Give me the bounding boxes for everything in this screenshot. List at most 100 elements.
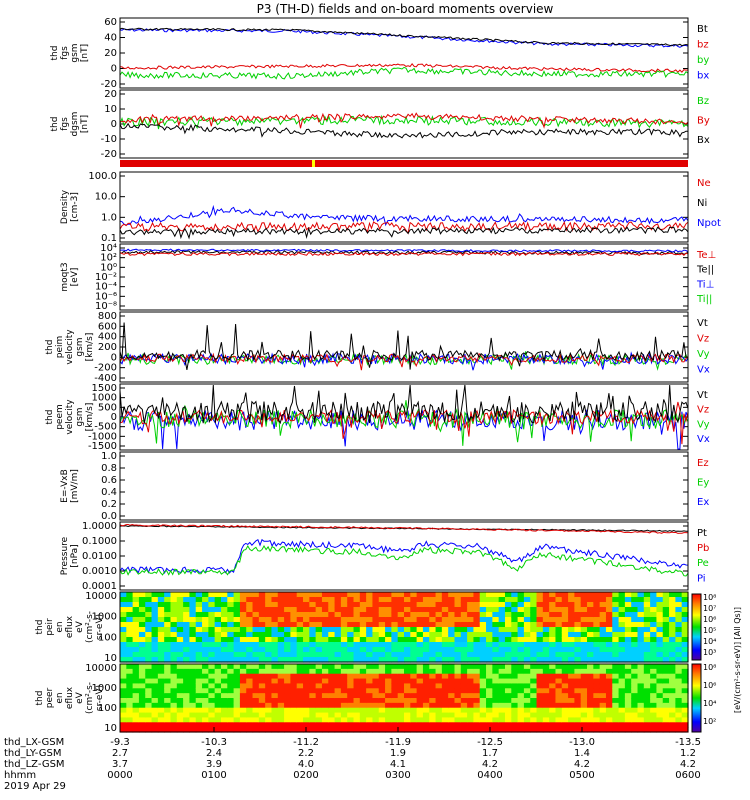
- spectrogram-cell: [340, 717, 348, 723]
- spectrogram-cell: [435, 647, 443, 653]
- spectrogram-cell: [681, 683, 689, 689]
- spectrogram-cell: [416, 707, 424, 714]
- spectrogram-cell: [580, 722, 588, 728]
- spectrogram-cell: [555, 647, 563, 653]
- spectrogram-cell: [296, 678, 304, 685]
- spectrogram-cell: [568, 673, 575, 680]
- spectrogram-cell: [183, 647, 191, 653]
- spectrogram-cell: [675, 727, 683, 733]
- spectrogram-cell: [258, 627, 266, 633]
- spectrogram-cell: [214, 688, 222, 694]
- spectrogram-cell: [631, 722, 639, 728]
- spectrogram-cell: [555, 678, 563, 685]
- spectrogram-cell: [669, 592, 676, 598]
- spectrogram-cell: [662, 693, 670, 699]
- spectrogram-cell: [378, 657, 386, 663]
- spectrogram-cell: [574, 717, 582, 723]
- spectrogram-cell: [157, 722, 165, 728]
- legend-label: Pb: [697, 543, 709, 554]
- spectrogram-cell: [353, 698, 361, 704]
- spectrogram-cell: [643, 698, 651, 704]
- ytick-label: -200: [94, 363, 117, 374]
- spectrogram-cell: [542, 688, 550, 694]
- spectrogram-cell: [309, 673, 317, 680]
- spectrogram-cell: [650, 673, 658, 680]
- spectrogram-cell: [347, 607, 355, 613]
- spectrogram-cell: [385, 673, 392, 680]
- spectrogram-cell: [208, 607, 216, 613]
- spectrogram-cell: [561, 693, 569, 699]
- spectrogram-cell: [498, 668, 506, 675]
- spectrogram-cell: [378, 637, 386, 643]
- spectrogram-cell: [542, 702, 550, 709]
- spectrogram-cell: [504, 597, 512, 603]
- spectrogram-cell: [631, 688, 639, 694]
- panel-ylabel-line: eflux: [65, 615, 75, 638]
- panel-ylabel-line: [nPa]: [70, 544, 80, 567]
- spectrogram-cell: [404, 622, 411, 628]
- spectrogram-cell: [170, 622, 178, 628]
- spectrogram-cell: [120, 652, 127, 658]
- spectrogram-cell: [164, 698, 172, 704]
- spectrogram-cell: [511, 717, 519, 723]
- spectrogram-cell: [435, 652, 443, 658]
- spectrogram-cell: [385, 702, 392, 709]
- spectrogram-cell: [347, 617, 355, 623]
- spectrogram-cell: [410, 722, 418, 728]
- spectrogram-cell: [120, 727, 127, 733]
- spectrogram-cell: [265, 712, 273, 719]
- spectrogram-cell: [303, 707, 310, 714]
- spectrogram-cell: [530, 652, 538, 658]
- spectrogram-cell: [479, 632, 487, 638]
- spectrogram-cell: [637, 722, 645, 728]
- spectrogram-cell: [404, 642, 411, 648]
- panel-frame: [119, 521, 689, 591]
- spectrogram-cell: [120, 627, 127, 633]
- spectrogram-cell: [227, 632, 235, 638]
- spectrogram-cell: [220, 602, 228, 608]
- spectrogram-cell: [549, 612, 557, 618]
- spectrogram-cell: [271, 698, 279, 704]
- spectrogram-cell: [277, 647, 285, 653]
- spectrogram-cell: [202, 673, 209, 680]
- spectrogram-cell: [189, 712, 197, 719]
- panel-ylabel-line: velocity: [65, 399, 75, 435]
- spectrogram-cell: [637, 627, 645, 633]
- spectrogram-cell: [404, 722, 411, 728]
- spectrogram-cell: [416, 632, 424, 638]
- spectrogram-cell: [574, 693, 582, 699]
- spectrogram-cell: [195, 702, 203, 709]
- spectrogram-cell: [309, 664, 317, 670]
- spectrogram-cell: [650, 664, 658, 670]
- spectrogram-cell: [662, 673, 670, 680]
- spectrogram-cell: [296, 652, 304, 658]
- spectrogram-cell: [170, 702, 178, 709]
- spectrogram-cell: [669, 602, 676, 608]
- ytick-label: 1000: [92, 393, 117, 404]
- spectrogram-cell: [612, 717, 620, 723]
- spectrogram-cell: [637, 664, 645, 670]
- spectrogram-cell: [189, 592, 197, 598]
- legend-label: Pi: [697, 573, 706, 584]
- spectrogram-cell: [315, 678, 323, 685]
- spectrogram-cell: [208, 637, 216, 643]
- spectrogram-cell: [284, 668, 291, 675]
- spectrogram-cell: [473, 627, 481, 633]
- spectrogram-cell: [555, 673, 563, 680]
- spectrogram-cell: [277, 652, 285, 658]
- spectrogram-cell: [612, 702, 620, 709]
- spectrogram-cell: [189, 702, 197, 709]
- panel-ylabel-line: peer: [45, 687, 55, 708]
- spectrogram-cell: [454, 637, 462, 643]
- spectrogram-cell: [656, 664, 664, 670]
- spectrogram-cell: [435, 722, 443, 728]
- spectrogram-cell: [145, 673, 153, 680]
- spectrogram-cell: [662, 632, 670, 638]
- spectrogram-cell: [404, 612, 411, 618]
- spectrogram-cell: [542, 652, 550, 658]
- spectrogram-cell: [258, 612, 266, 618]
- spectrogram-cell: [347, 602, 355, 608]
- spectrogram-cell: [624, 717, 632, 723]
- spectrogram-cell: [511, 683, 519, 689]
- spectrogram-cell: [511, 627, 519, 633]
